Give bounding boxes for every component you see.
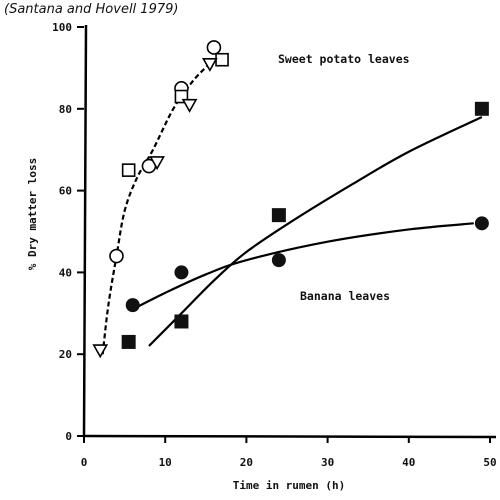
filled-circle-point	[174, 265, 189, 280]
x-tick-label: 30	[321, 456, 334, 469]
tick-labels: 0 10 20 30 40 50 0 20 40 60 80 100	[52, 21, 497, 469]
axes: 0 10 20 30 40 50 0 20 40 60 80 100	[52, 21, 497, 469]
y-tick-label: 40	[59, 266, 72, 279]
y-tick-label: 20	[59, 348, 72, 361]
open-square-point	[215, 52, 229, 67]
filled-circle-point	[125, 298, 140, 313]
y-tick-label: 0	[65, 430, 72, 443]
filled-circle-point	[271, 253, 286, 268]
x-tick-label: 10	[159, 456, 172, 469]
filled-square-point	[474, 101, 489, 116]
fit-curve-3	[148, 115, 483, 347]
y-axis-label: % Dry matter loss	[26, 158, 39, 271]
open-triangle-point	[181, 98, 198, 113]
open-square-point	[121, 163, 136, 177]
annotation-banana: Banana leaves	[300, 289, 390, 303]
open-triangle-point	[149, 156, 165, 171]
data-markers	[92, 40, 489, 359]
y-axis-line	[82, 24, 88, 437]
filled-square-point	[121, 334, 136, 349]
fit-curve-2	[132, 222, 474, 311]
x-tick-label: 50	[483, 456, 496, 469]
filled-square-point	[174, 314, 189, 329]
filled-circle-point	[474, 216, 489, 231]
x-tick-label: 0	[81, 456, 88, 469]
fit-curve-1	[101, 58, 215, 355]
open-triangle-point	[201, 58, 218, 72]
open-triangle-point	[92, 344, 109, 359]
filled-square-point	[271, 208, 286, 223]
x-axis-line	[83, 434, 497, 439]
fit-curves	[101, 58, 483, 355]
tick-marks	[77, 26, 491, 443]
x-tick-label: 40	[402, 456, 415, 469]
annotation-sweet-potato: Sweet potato leaves	[278, 52, 410, 66]
open-circle-point	[206, 40, 222, 55]
chart-caption: (Santana and Hovell 1979)	[4, 2, 178, 17]
y-tick-label: 80	[59, 103, 72, 116]
y-tick-label: 60	[59, 185, 72, 198]
y-tick-label: 100	[52, 21, 72, 34]
x-tick-label: 20	[240, 456, 253, 469]
x-axis-label: Time in rumen (h)	[233, 479, 346, 492]
open-circle-point	[109, 248, 124, 264]
